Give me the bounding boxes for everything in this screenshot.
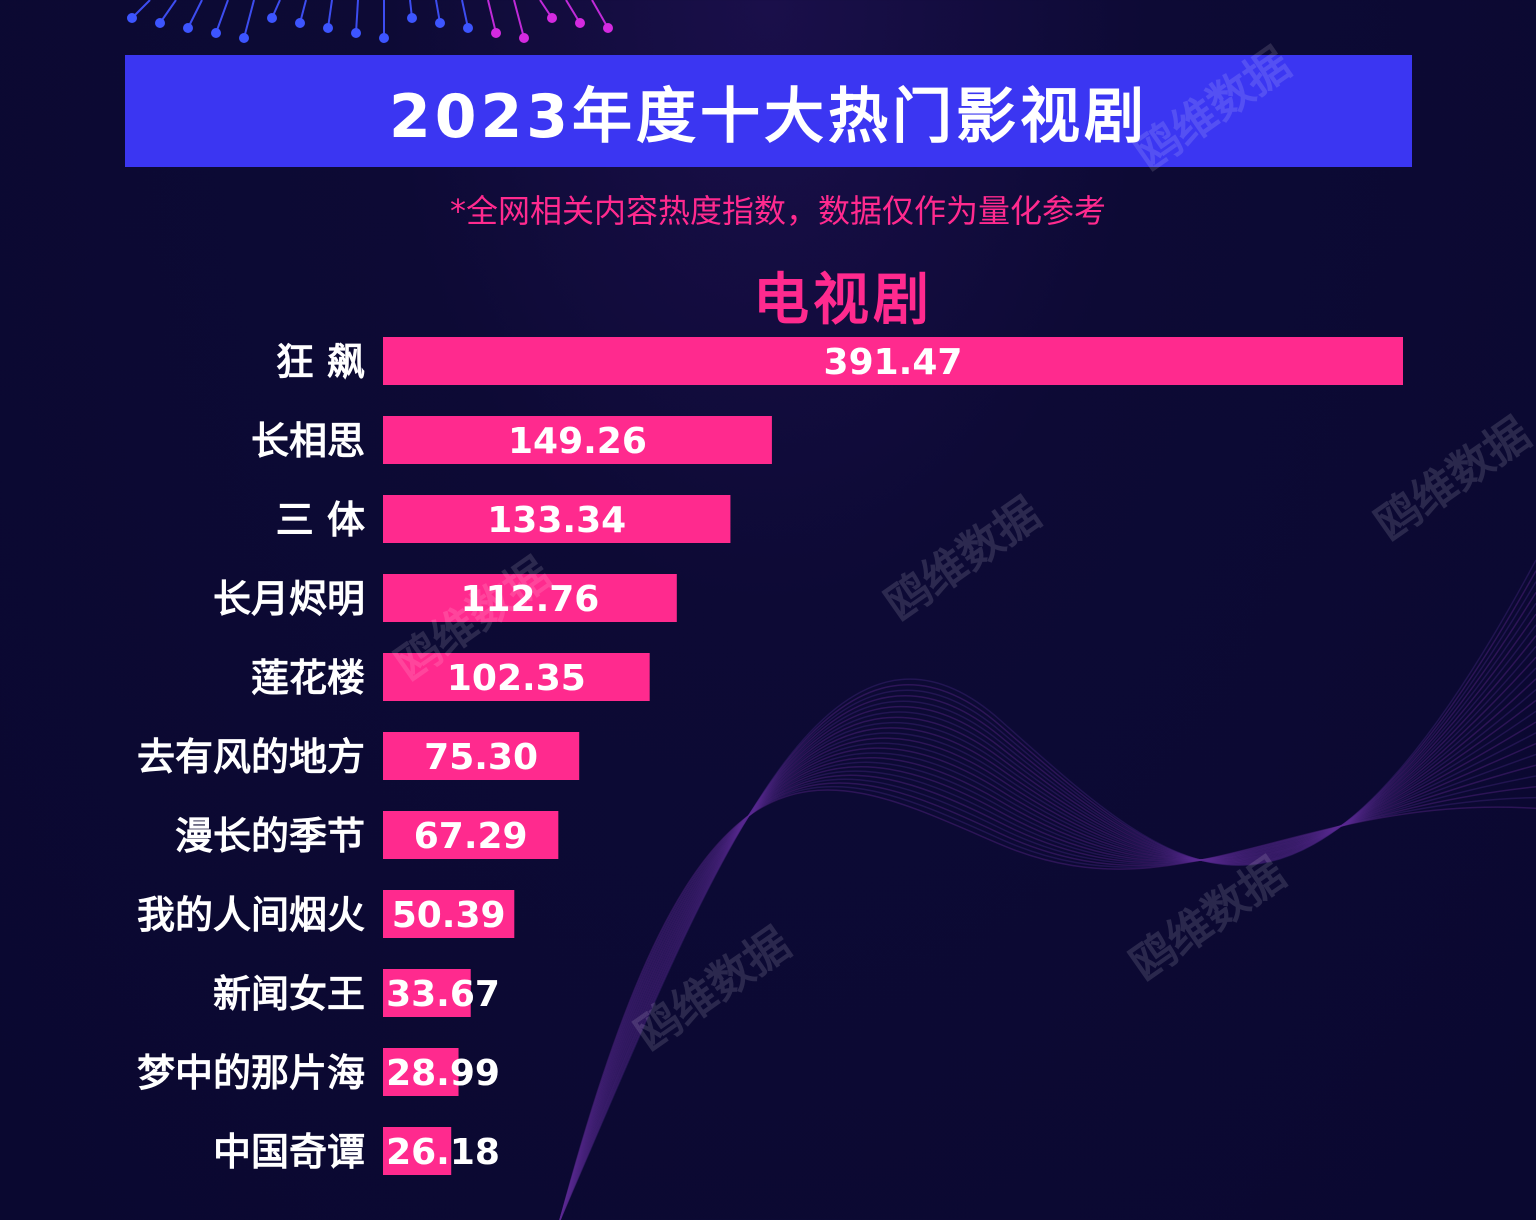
title-banner: 2023年度十大热门影视剧 bbox=[125, 55, 1412, 167]
background-dot bbox=[183, 23, 193, 33]
background-dot bbox=[351, 28, 361, 38]
value-label: 112.76 bbox=[460, 579, 599, 620]
category-label: 漫长的季节 bbox=[175, 814, 365, 858]
value-label: 75.30 bbox=[424, 737, 538, 778]
background-wave-line bbox=[559, 775, 1536, 1220]
background-wave-line bbox=[559, 782, 1536, 1220]
bar bbox=[383, 574, 677, 622]
category-label: 中国奇谭 bbox=[213, 1130, 365, 1174]
background-wave-line bbox=[559, 721, 1536, 1220]
background-dot bbox=[603, 23, 613, 33]
background-dot-line bbox=[215, 0, 229, 34]
bar bbox=[383, 416, 772, 464]
background-dot bbox=[435, 18, 445, 28]
background-dot-line bbox=[591, 0, 609, 29]
background-dot-line bbox=[243, 0, 255, 39]
background-dot bbox=[463, 23, 473, 33]
bar bbox=[383, 653, 650, 701]
background-wave-line bbox=[559, 645, 1536, 1220]
category-label: 梦中的那片海 bbox=[137, 1051, 365, 1095]
background-dot bbox=[211, 28, 221, 38]
value-label: 33.67 bbox=[386, 974, 500, 1015]
background-dot bbox=[239, 33, 249, 43]
bar bbox=[383, 337, 1403, 385]
bar bbox=[383, 732, 580, 780]
background-dot bbox=[407, 13, 417, 23]
background-wave-line bbox=[559, 570, 1536, 1220]
bar bbox=[383, 811, 559, 859]
category-label: 狂 飙 bbox=[276, 340, 365, 384]
subtitle: *全网相关内容热度指数，数据仅作为量化参考 bbox=[449, 192, 1106, 230]
background-wave-line bbox=[559, 678, 1536, 1220]
background-wave-line bbox=[559, 699, 1536, 1220]
value-label: 102.35 bbox=[447, 658, 586, 699]
category-label: 三 体 bbox=[276, 498, 365, 542]
bar bbox=[383, 495, 731, 543]
bar bbox=[383, 1048, 459, 1096]
category-label: 长相思 bbox=[251, 419, 365, 463]
background-wave-line bbox=[559, 624, 1536, 1220]
background-wave-line bbox=[559, 753, 1536, 1220]
value-label: 26.18 bbox=[386, 1132, 500, 1173]
background-wave-line bbox=[559, 581, 1536, 1220]
value-label: 149.26 bbox=[508, 421, 647, 462]
background-wave-line bbox=[559, 635, 1536, 1220]
background-dot bbox=[267, 13, 277, 23]
background-dot bbox=[491, 28, 501, 38]
background-wave-line bbox=[559, 710, 1536, 1220]
background-wave-line bbox=[559, 789, 1536, 1220]
background-dot-line bbox=[187, 0, 203, 29]
background-dot bbox=[519, 33, 529, 43]
background-dot bbox=[547, 13, 557, 23]
bar bbox=[383, 890, 515, 938]
background-dot bbox=[575, 18, 585, 28]
background-wave-line bbox=[559, 656, 1536, 1220]
category-label: 新闻女王 bbox=[213, 972, 365, 1016]
background-wave-line bbox=[559, 742, 1536, 1220]
category-label: 我的人间烟火 bbox=[137, 893, 365, 937]
value-label: 133.34 bbox=[487, 500, 626, 541]
background-wave-line bbox=[559, 689, 1536, 1220]
background-wave-line bbox=[559, 592, 1536, 1220]
page-title: 2023年度十大热门影视剧 bbox=[389, 81, 1148, 152]
category-label: 去有风的地方 bbox=[137, 735, 365, 779]
background-dot bbox=[127, 13, 137, 23]
section-title: 电视剧 bbox=[753, 268, 933, 333]
background-dot-line bbox=[513, 0, 525, 39]
background-wave-line bbox=[559, 732, 1536, 1220]
background-dot bbox=[295, 18, 305, 28]
value-label: 50.39 bbox=[392, 895, 506, 936]
bar bbox=[383, 969, 471, 1017]
value-label: 391.47 bbox=[824, 342, 963, 383]
category-label: 长月烬明 bbox=[213, 577, 365, 621]
background-wave-line bbox=[559, 602, 1536, 1220]
background-dot bbox=[379, 33, 389, 43]
background-dot bbox=[155, 18, 165, 28]
background-wave-line bbox=[559, 764, 1536, 1220]
background-wave-line bbox=[559, 559, 1536, 1220]
value-label: 28.99 bbox=[386, 1053, 500, 1094]
background-wave-line bbox=[559, 785, 1536, 1220]
background-dot-line bbox=[355, 0, 359, 34]
bar bbox=[383, 1127, 452, 1175]
background-dot-line bbox=[487, 0, 497, 34]
background-wave-line bbox=[559, 613, 1536, 1220]
value-label: 67.29 bbox=[414, 816, 528, 857]
background-wave-line bbox=[559, 667, 1536, 1220]
category-label: 莲花楼 bbox=[251, 656, 365, 700]
background-dot bbox=[323, 23, 333, 33]
